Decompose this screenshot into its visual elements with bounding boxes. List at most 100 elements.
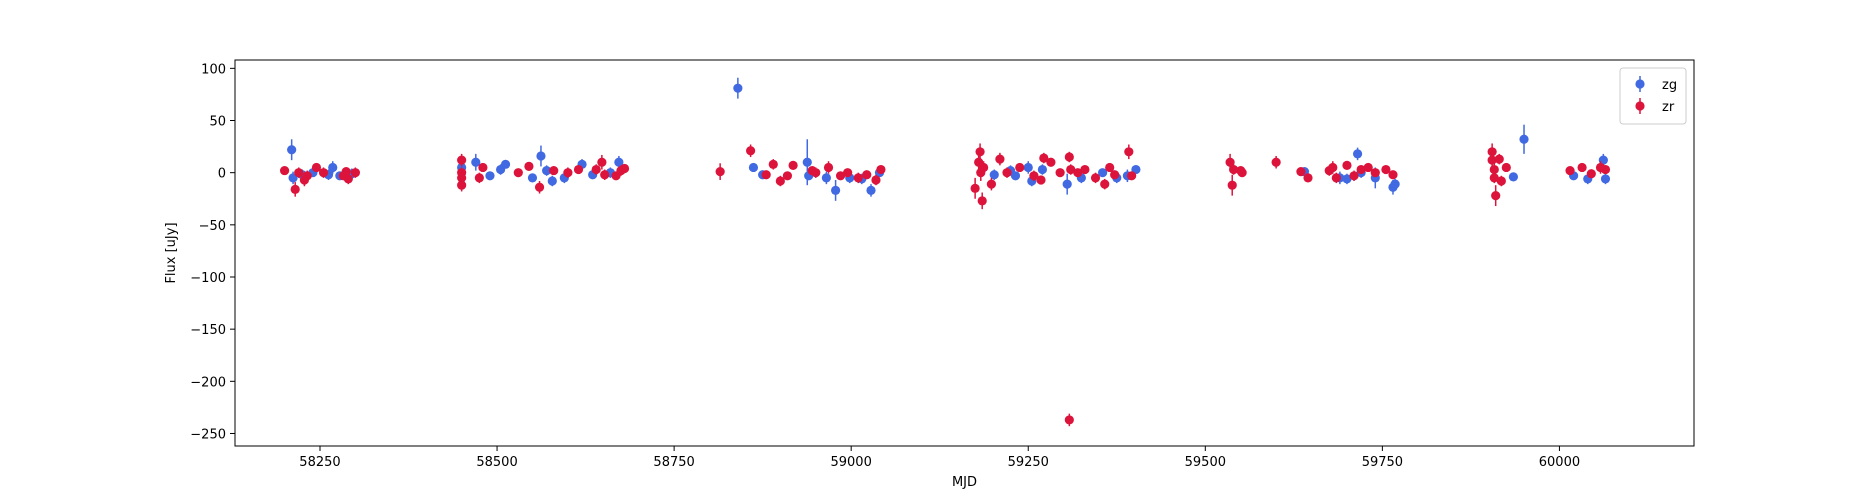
x-axis: 58250 58500 58750 59000 59250 59500 59750 60000 bbox=[299, 446, 1580, 470]
data-point bbox=[1352, 149, 1363, 159]
data-point bbox=[513, 168, 523, 178]
data-point bbox=[563, 168, 573, 178]
x-tick-label: 59000 bbox=[830, 455, 871, 470]
data-point bbox=[287, 145, 297, 155]
data-point bbox=[591, 164, 601, 175]
data-point bbox=[1227, 180, 1237, 190]
data-point bbox=[733, 83, 743, 93]
data-point bbox=[1271, 157, 1281, 167]
data-point bbox=[1328, 162, 1338, 173]
x-tick-label: 58750 bbox=[653, 455, 694, 470]
data-point bbox=[821, 173, 831, 183]
data-point bbox=[549, 165, 559, 176]
data-point bbox=[1015, 162, 1025, 173]
data-point bbox=[542, 165, 552, 176]
data-point bbox=[1487, 155, 1497, 165]
data-point bbox=[350, 168, 361, 178]
data-point bbox=[619, 163, 630, 174]
x-tick-label: 59250 bbox=[1008, 455, 1049, 470]
legend-label: zr bbox=[1662, 100, 1675, 115]
data-point bbox=[1496, 176, 1506, 186]
y-tick-label: 0 bbox=[218, 167, 226, 182]
x-tick-label: 58500 bbox=[476, 455, 517, 470]
legend-marker bbox=[1635, 101, 1645, 111]
data-point bbox=[1080, 164, 1090, 175]
data-point bbox=[614, 157, 624, 167]
legend: zg zr bbox=[1619, 67, 1687, 125]
x-axis-title: MJD bbox=[952, 475, 977, 490]
data-point bbox=[1237, 168, 1247, 178]
data-point bbox=[1342, 174, 1352, 184]
data-point bbox=[1225, 157, 1235, 167]
data-point bbox=[986, 179, 997, 189]
data-point bbox=[600, 170, 610, 180]
data-point bbox=[1381, 164, 1391, 175]
data-point bbox=[279, 165, 290, 176]
data-point bbox=[1600, 174, 1611, 184]
data-point bbox=[768, 159, 778, 169]
data-point bbox=[500, 159, 511, 169]
data-point bbox=[311, 162, 322, 173]
data-point bbox=[1029, 171, 1039, 181]
x-tick-label: 59750 bbox=[1362, 455, 1403, 470]
data-point bbox=[1363, 162, 1373, 173]
legend-label: zg bbox=[1662, 78, 1677, 93]
data-point bbox=[1110, 170, 1120, 180]
data-point bbox=[1039, 153, 1049, 163]
data-point bbox=[1489, 164, 1499, 175]
data-point bbox=[1090, 173, 1101, 183]
y-tick-label: 50 bbox=[209, 115, 226, 130]
data-point bbox=[1296, 167, 1306, 177]
data-point bbox=[1331, 173, 1341, 183]
data-point bbox=[524, 161, 534, 172]
data-point bbox=[746, 146, 756, 156]
data-point bbox=[748, 162, 759, 173]
data-point bbox=[970, 183, 980, 193]
data-point bbox=[597, 157, 607, 167]
data-point bbox=[1577, 162, 1587, 173]
data-point bbox=[830, 185, 841, 196]
data-point bbox=[761, 170, 771, 180]
legend-box bbox=[1619, 67, 1687, 125]
data-point bbox=[1565, 165, 1575, 176]
y-tick-label: −100 bbox=[190, 271, 226, 286]
y-axis-title: Flux [uJy] bbox=[164, 222, 179, 283]
data-point bbox=[1519, 134, 1529, 144]
data-point bbox=[1303, 173, 1313, 183]
data-point bbox=[1073, 168, 1083, 178]
data-point bbox=[1002, 168, 1012, 178]
data-point bbox=[1487, 147, 1497, 157]
data-point bbox=[876, 164, 886, 175]
data-point bbox=[1127, 171, 1137, 181]
data-point bbox=[1489, 173, 1499, 183]
data-point bbox=[1066, 164, 1076, 175]
data-point bbox=[823, 162, 834, 173]
y-tick-label: −150 bbox=[190, 323, 226, 338]
data-point bbox=[534, 182, 545, 192]
data-point bbox=[1023, 162, 1033, 173]
data-point bbox=[294, 168, 304, 178]
axes-frame bbox=[234, 59, 1695, 447]
data-point bbox=[1064, 152, 1074, 162]
data-point bbox=[1124, 147, 1134, 157]
data-point bbox=[328, 162, 338, 173]
data-point bbox=[457, 173, 467, 183]
data-point bbox=[853, 173, 863, 183]
data-point bbox=[802, 157, 812, 167]
data-point bbox=[290, 184, 300, 194]
data-point bbox=[775, 176, 785, 186]
data-point bbox=[1062, 179, 1072, 189]
plot-area bbox=[279, 77, 1611, 427]
data-point bbox=[866, 185, 876, 196]
data-point bbox=[457, 180, 467, 190]
data-point bbox=[782, 171, 793, 181]
data-point bbox=[1098, 168, 1108, 178]
data-point bbox=[977, 196, 987, 206]
y-axis: 100 50 0 −50 −100 −150 −200 −250 bbox=[190, 62, 235, 442]
data-point bbox=[871, 175, 881, 185]
data-point bbox=[843, 168, 853, 178]
data-point bbox=[1046, 157, 1056, 167]
x-tick-label: 59500 bbox=[1185, 455, 1226, 470]
